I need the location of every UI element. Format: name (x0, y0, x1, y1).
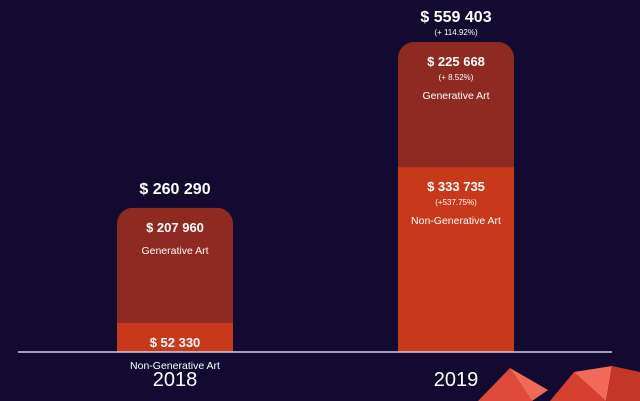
bar-total-change-label: (+ 114.92%) (434, 28, 478, 37)
segment-value-label: $ 333 735 (427, 179, 485, 194)
segment-series-label: Non-Generative Art (130, 360, 220, 372)
segment-change-label: (+ 8.52%) (439, 73, 474, 82)
bar-group-2018 (117, 207, 233, 352)
segment-change-label: (+537.75%) (435, 198, 477, 207)
bar-group-2019 (398, 42, 514, 352)
x-tick-label: 2018 (153, 369, 198, 391)
bar-segment-non-generative-2018 (117, 323, 233, 352)
bar-total-label: $ 559 403 (420, 9, 491, 26)
segment-value-label: $ 207 960 (146, 220, 204, 235)
segment-series-label: Non-Generative Art (411, 215, 501, 227)
segment-series-label: Generative Art (422, 90, 489, 102)
segment-value-label: $ 225 668 (427, 54, 485, 69)
decorative-triangles (478, 366, 640, 401)
bar-total-label: $ 260 290 (139, 181, 210, 198)
segment-series-label: Generative Art (141, 245, 208, 257)
bar-segment-generative-2018 (117, 207, 233, 324)
bar-segment-non-generative-2019 (398, 167, 514, 352)
segment-value-label: $ 52 330 (150, 335, 201, 350)
bar-segment-generative-2019 (398, 42, 514, 168)
x-tick-label: 2019 (434, 369, 479, 391)
